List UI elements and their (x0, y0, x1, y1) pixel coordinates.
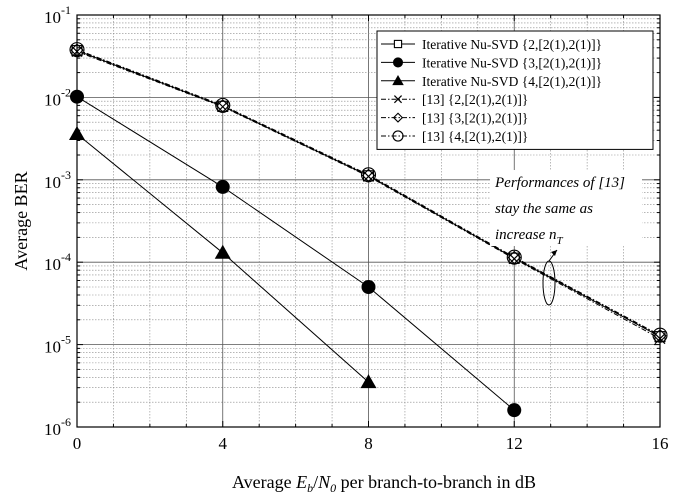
series-2-point (507, 403, 522, 418)
x-tick-label: 16 (652, 434, 669, 453)
legend-label: [13] {2,[2(1),2(1)]} (422, 92, 528, 107)
legend-entry-2: Iterative Nu-SVD {3,[2(1),2(1)]} (381, 55, 602, 70)
series-2-point (361, 280, 376, 295)
legend-label: Iterative Nu-SVD {4,[2(1),2(1)]} (422, 74, 602, 89)
legend-entry-5: [13] {3,[2(1),2(1)]} (381, 111, 528, 126)
y-tick-labels: 10-6 10-5 10-4 10-3 10-2 10-1 (44, 3, 71, 439)
legend-marker (392, 112, 404, 123)
y-tick-label: 10-2 (44, 85, 71, 109)
series-line-2 (76, 96, 515, 411)
series-3-point (214, 244, 231, 259)
legend-entry-6: [13] {4,[2(1),2(1)]} (381, 129, 528, 144)
annotation-ellipse (542, 260, 556, 306)
annotation: Performances of [13] stay the same as in… (490, 170, 642, 306)
series-5-point (507, 250, 522, 265)
legend-marker (393, 39, 403, 49)
y-tick-label: 10-4 (44, 250, 71, 274)
series-6-point (360, 167, 377, 183)
series-6-point (506, 249, 522, 265)
series-2-point (215, 179, 230, 194)
legend-entry-3: Iterative Nu-SVD {4,[2(1),2(1)]} (381, 74, 602, 89)
legend-label: Iterative Nu-SVD {3,[2(1),2(1)]} (422, 55, 602, 70)
annotation-background (490, 170, 642, 246)
x-axis-label: Average Eb/N0 per branch-to-branch in dB (232, 472, 536, 495)
legend-marker (393, 95, 403, 104)
annotation-arrowhead (551, 250, 557, 256)
legend-marker (392, 75, 404, 86)
legend: Iterative Nu-SVD {2,[2(1),2(1)]} Iterativ… (376, 30, 654, 150)
series-6-point (215, 97, 231, 113)
legend-entry-4: [13] {2,[2(1),2(1)]} (381, 92, 528, 107)
x-tick-label: 12 (506, 434, 523, 453)
x-tick-label: 4 (219, 434, 228, 453)
x-tick-labels: 0 4 8 12 16 (73, 434, 669, 453)
y-tick-label: 10-1 (44, 3, 71, 27)
series-3-point (360, 374, 377, 389)
legend-entry-1: Iterative Nu-SVD {2,[2(1),2(1)]} (381, 37, 602, 52)
legend-label: Iterative Nu-SVD {2,[2(1),2(1)]} (422, 37, 602, 52)
legend-box (376, 30, 654, 150)
legend-entries: Iterative Nu-SVD {2,[2(1),2(1)]} Iterativ… (381, 37, 602, 144)
y-tick-label: 10-3 (44, 168, 71, 192)
legend-label: [13] {3,[2(1),2(1)]} (422, 111, 528, 126)
y-tick-label: 10-6 (44, 415, 71, 439)
annotation-line-1: Performances of [13] (494, 175, 625, 191)
x-tick-label: 0 (73, 434, 82, 453)
legend-marker (392, 57, 404, 68)
annotation-line-3: increase nT (495, 227, 564, 247)
legend-marker (392, 130, 404, 142)
legend-label: [13] {4,[2(1),2(1)]} (422, 129, 528, 144)
x-tick-label: 8 (364, 434, 373, 453)
axis-ticks (76, 14, 661, 428)
y-axis-label: Average BER (11, 171, 31, 270)
annotation-line-2: stay the same as (495, 201, 593, 217)
y-tick-label: 10-5 (44, 333, 71, 357)
